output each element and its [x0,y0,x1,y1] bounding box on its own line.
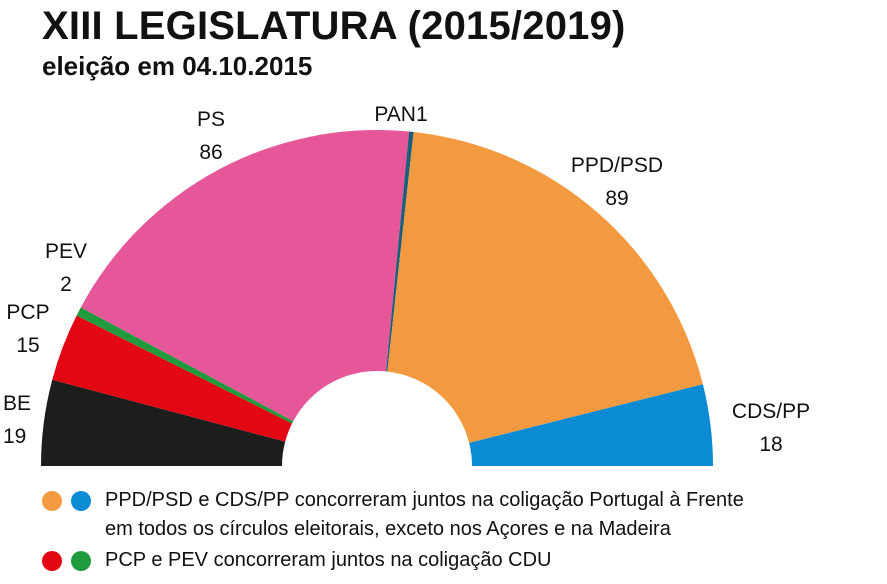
chart-subtitle: eleição em 04.10.2015 [42,51,313,81]
chart-title: XIII LEGISLATURA (2015/2019) [42,4,626,48]
pev-color-dot [71,551,91,571]
party-name-ps: PS [197,108,225,131]
party-name-cds-pp: CDS/PP [732,400,810,423]
seat-arc-ppd-psd [387,132,703,443]
seat-arc-pcp [52,315,293,442]
seat-arc-cds-pp [469,384,713,466]
party-name-pcp: PCP [6,301,49,324]
party-seats-cds-pp: 18 [759,433,782,456]
party-labels: BE 19 PCP 15 PEV 2 PS 86 PAN1 PPD/PSD 89 CDS/PP 18 [3,103,810,456]
party-name-pev: PEV [45,240,87,263]
party-seats-ps: 86 [199,141,222,164]
party-label-cds-pp: CDS/PP 18 [732,400,810,456]
seat-arcs [41,129,713,466]
party-name-ppd-psd: PPD/PSD [571,154,663,177]
seat-arc-pan [386,131,414,372]
party-seats-be: 19 [3,425,26,448]
coalition-note-paf: PPD/PSD e CDS/PP concorreram juntos na c… [42,486,744,544]
note-line: PPD/PSD e CDS/PP concorreram juntos na c… [105,489,744,511]
party-label-pev: PEV 2 [45,240,87,296]
ppd-psd-color-dot [42,491,62,511]
note-line: em todos os círculos eleitorais, exceto … [105,518,671,540]
coalition-note-cdu-text: PCP e PEV concorreram juntos na coligaçã… [105,546,552,575]
note-line: PCP e PEV concorreram juntos na coligaçã… [105,549,552,571]
cds-pp-color-dot [71,491,91,511]
party-label-pcp: PCP 15 [6,301,49,357]
coalition-note-paf-text: PPD/PSD e CDS/PP concorreram juntos na c… [105,486,744,544]
seat-arc-ps [80,129,410,422]
coalition-note-cdu: PCP e PEV concorreram juntos na coligaçã… [42,546,552,575]
party-name-be: BE [3,392,31,415]
party-label-be: BE 19 [3,392,31,448]
party-seats-pev: 2 [60,273,72,296]
seat-arc-pev [76,307,294,424]
pcp-color-dot [42,551,62,571]
party-label-ppd-psd: PPD/PSD 89 [571,154,663,210]
party-seats-ppd-psd: 89 [605,187,628,210]
parliament-chart: BE 19 PCP 15 PEV 2 PS 86 PAN1 PPD/PSD 89 CDS/PP 18 [3,103,810,466]
party-seats-pcp: 15 [16,334,39,357]
party-label-ps: PS 86 [197,108,225,164]
seat-arc-be [41,379,286,466]
party-label-pan: PAN1 [374,103,427,126]
